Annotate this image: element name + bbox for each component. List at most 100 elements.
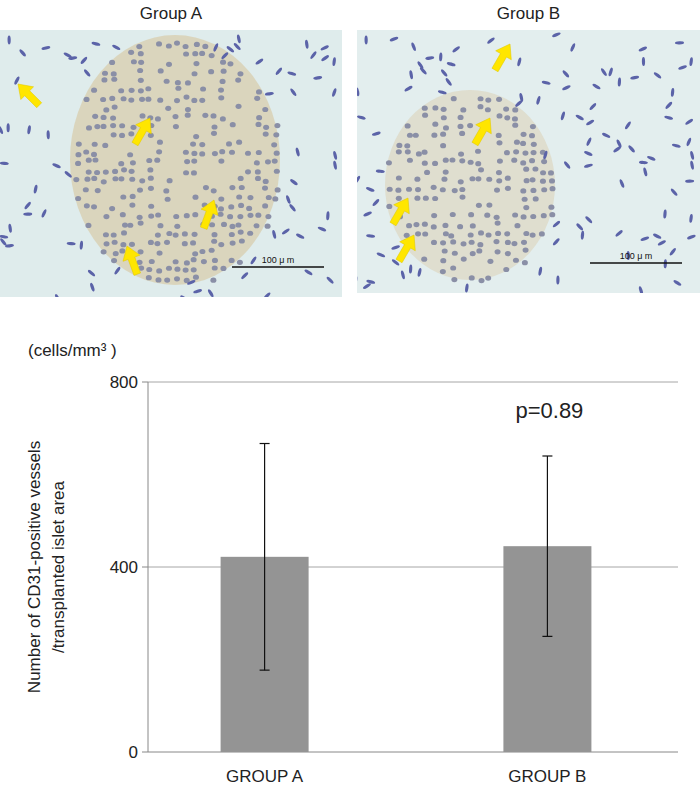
stromal-nucleus	[671, 88, 675, 97]
nucleus	[119, 133, 125, 138]
nucleus	[157, 98, 163, 103]
nucleus	[192, 232, 198, 237]
nucleus	[256, 89, 262, 94]
nucleus	[86, 158, 92, 163]
nucleus	[75, 152, 81, 157]
nucleus	[210, 113, 216, 118]
stromal-nucleus	[624, 121, 632, 130]
nucleus	[139, 178, 145, 183]
nucleus	[210, 278, 216, 283]
stromal-nucleus	[114, 266, 122, 275]
stromal-nucleus	[304, 269, 313, 276]
nucleus	[138, 51, 144, 56]
arrow	[12, 78, 46, 112]
stromal-nucleus	[663, 259, 667, 268]
nucleus	[193, 134, 199, 139]
nucleus	[165, 197, 171, 202]
stromal-nucleus	[275, 67, 283, 76]
nucleus	[103, 214, 109, 219]
stromal-nucleus	[27, 125, 32, 134]
y-tick	[142, 382, 148, 383]
nucleus	[494, 215, 500, 220]
nucleus	[130, 160, 136, 165]
stromal-nucleus	[372, 131, 382, 137]
nucleus	[228, 204, 234, 209]
tissue-background	[357, 30, 700, 293]
nucleus	[110, 115, 116, 120]
y-tick	[142, 567, 148, 568]
nucleus	[118, 176, 124, 181]
nucleus	[237, 71, 243, 76]
stromal-nucleus	[687, 234, 697, 240]
stromal-nucleus	[419, 66, 427, 75]
nucleus	[236, 140, 242, 145]
nucleus	[218, 88, 224, 93]
x-tick-label: GROUP B	[508, 767, 586, 786]
nucleus	[173, 259, 179, 264]
nucleus	[175, 86, 181, 91]
nucleus	[166, 62, 172, 67]
stromal-nucleus	[313, 76, 322, 81]
nucleus	[440, 240, 446, 245]
arrow-shape	[385, 194, 416, 229]
nucleus	[137, 215, 143, 220]
nucleus	[140, 113, 146, 118]
arrow	[487, 40, 518, 75]
nucleus	[549, 212, 555, 217]
stromal-nucleus	[320, 44, 329, 51]
nucleus	[157, 223, 163, 228]
nucleus	[122, 223, 128, 228]
nucleus	[459, 195, 465, 200]
nucleus	[103, 232, 109, 237]
nucleus	[450, 239, 456, 244]
nucleus	[174, 41, 180, 46]
nucleus	[523, 231, 529, 236]
stromal-nucleus	[628, 144, 636, 153]
nucleus	[102, 71, 108, 76]
nucleus	[86, 169, 92, 174]
arrow-shape	[391, 231, 422, 266]
nucleus	[422, 106, 428, 111]
nucleus	[452, 188, 458, 193]
nucleus	[127, 152, 133, 157]
stromal-nucleus	[24, 201, 32, 210]
nucleus	[475, 176, 481, 181]
nucleus	[118, 161, 124, 166]
nucleus	[190, 240, 196, 245]
nucleus	[109, 60, 115, 65]
nucleus	[191, 151, 197, 156]
nucleus	[485, 275, 491, 280]
nucleus	[237, 260, 243, 265]
nucleus	[485, 107, 491, 112]
stromal-nucleus	[639, 161, 648, 165]
arrow-shape	[12, 78, 46, 112]
nucleus	[531, 142, 537, 147]
nucleus	[531, 150, 537, 155]
stromal-nucleus	[23, 212, 32, 216]
nucleus	[218, 206, 224, 211]
stromal-nucleus	[439, 52, 443, 61]
stromal-nucleus	[7, 35, 10, 44]
nucleus	[173, 232, 179, 237]
nucleus	[229, 232, 235, 237]
stromal-nucleus	[326, 211, 330, 220]
nucleus	[218, 196, 224, 201]
stromal-nucleus	[517, 57, 522, 67]
stromal-nucleus	[617, 77, 621, 86]
stromal-nucleus	[670, 188, 678, 197]
nucleus	[520, 188, 526, 193]
stromal-nucleus	[589, 102, 597, 111]
nucleus	[148, 204, 154, 209]
nucleus	[185, 80, 191, 85]
nucleus	[209, 248, 215, 253]
nucleus	[193, 275, 199, 280]
nucleus	[404, 143, 410, 148]
arrow	[195, 197, 222, 231]
nucleus	[237, 214, 243, 219]
nucleus	[191, 257, 197, 262]
figure: Group A100 μ mGroup B100 μ m(cells/mm³ )…	[0, 0, 700, 791]
stromal-nucleus	[409, 70, 414, 79]
nucleus	[541, 213, 547, 218]
stromal-nucleus	[89, 282, 95, 292]
nucleus	[183, 44, 189, 49]
